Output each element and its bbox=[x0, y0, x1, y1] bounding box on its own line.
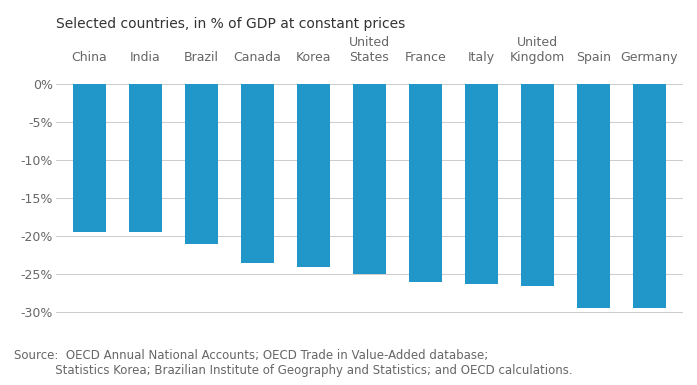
Bar bbox=[353, 84, 386, 274]
Bar bbox=[185, 84, 218, 244]
Bar bbox=[128, 84, 162, 233]
Bar bbox=[297, 84, 330, 266]
Bar bbox=[521, 84, 554, 286]
Bar bbox=[576, 84, 611, 308]
Bar bbox=[240, 84, 274, 263]
Bar bbox=[633, 84, 666, 308]
Text: Selected countries, in % of GDP at constant prices: Selected countries, in % of GDP at const… bbox=[56, 17, 405, 31]
Bar bbox=[408, 84, 442, 282]
Text: Source:  OECD Annual National Accounts; OECD Trade in Value-Added database;
    : Source: OECD Annual National Accounts; O… bbox=[14, 349, 572, 377]
Bar bbox=[465, 84, 498, 284]
Bar bbox=[72, 84, 106, 233]
